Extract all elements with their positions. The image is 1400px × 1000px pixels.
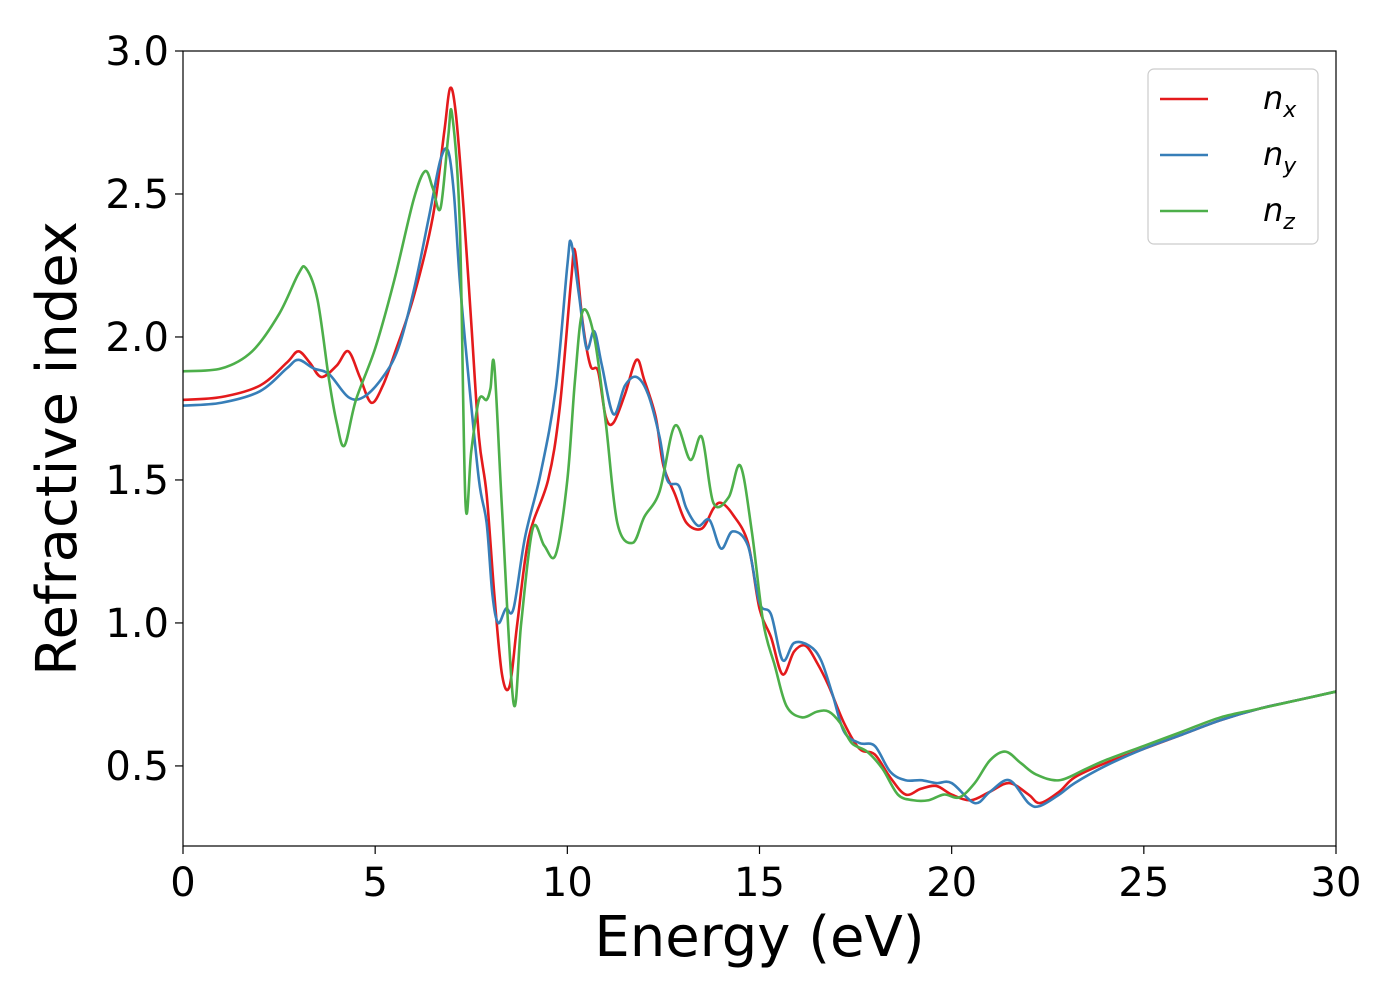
- x-tick-label: 10: [542, 860, 593, 906]
- y-tick-label: 2.0: [105, 315, 169, 361]
- y-axis-title: Refractive index: [25, 221, 90, 676]
- legend-label-y: ny: [1263, 135, 1297, 179]
- x-tick-label: 15: [734, 860, 785, 906]
- y-tick-label: 2.5: [105, 172, 169, 218]
- y-tick-label: 3.0: [105, 29, 169, 75]
- legend-label-x: nx: [1263, 79, 1297, 123]
- y-tick-label: 1.0: [105, 601, 169, 647]
- x-axis-title: Energy (eV): [594, 905, 924, 970]
- x-tick-label: 0: [170, 860, 195, 906]
- x-tick-label: 20: [926, 860, 977, 906]
- series-line-y: [182, 147, 1337, 809]
- x-tick-label: 30: [1311, 860, 1362, 906]
- series-layer: [182, 86, 1337, 809]
- x-tick-label: 25: [1118, 860, 1169, 906]
- y-tick-label: 1.5: [105, 458, 169, 504]
- ticks-layer: 0 5 10 15 20 25 30 0.5 1.0 1.5 2.0 2.5 3.0: [105, 29, 1361, 906]
- legend-label-z: nz: [1263, 191, 1295, 235]
- y-tick-label: 0.5: [105, 744, 169, 790]
- series-line-z: [182, 107, 1337, 803]
- x-tick-label: 5: [362, 860, 387, 906]
- legend-box: [1147, 68, 1319, 245]
- legend: nx ny nz: [1147, 68, 1319, 245]
